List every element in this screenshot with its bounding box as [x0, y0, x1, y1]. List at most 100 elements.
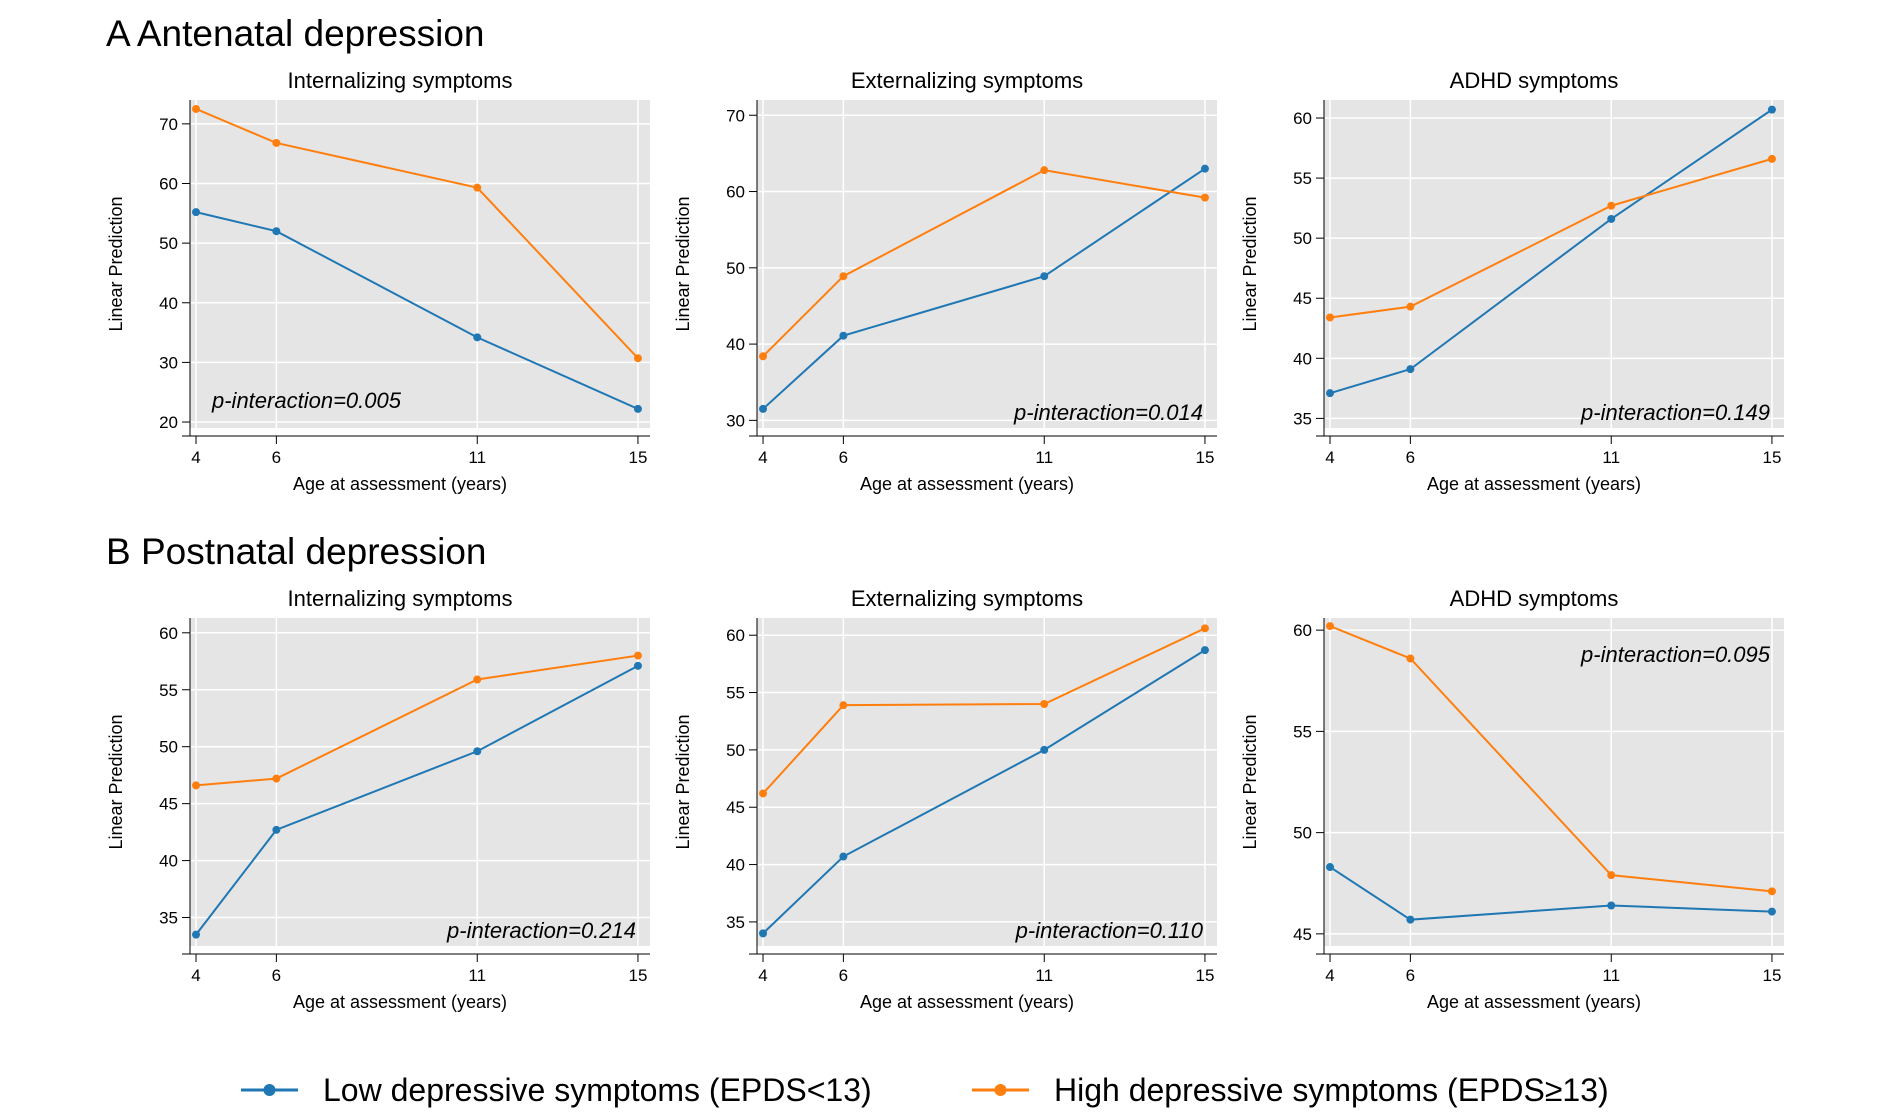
- x-tick-label: 6: [839, 966, 848, 985]
- x-tick-label: 11: [1602, 448, 1620, 467]
- y-tick-label: 40: [1293, 349, 1312, 368]
- data-point-high: [1607, 201, 1616, 210]
- series-line-low: [762, 649, 1206, 935]
- legend-label-high: High depressive symptoms (EPDS≥13): [1054, 1072, 1609, 1108]
- series-line-high: [195, 108, 639, 359]
- section-title-a: A Antenatal depression: [106, 13, 485, 54]
- x-axis-label: Age at assessment (years): [1427, 992, 1641, 1012]
- y-tick-label: 55: [726, 684, 745, 703]
- y-tick-label: 50: [159, 234, 178, 253]
- series-line-low: [762, 167, 1206, 410]
- x-tick-label: 4: [1325, 966, 1334, 985]
- data-point-low: [1040, 745, 1049, 754]
- y-tick-label: 30: [159, 353, 178, 372]
- subplot-title: Internalizing symptoms: [288, 586, 513, 611]
- x-tick-label: 4: [758, 966, 767, 985]
- data-point-high: [633, 651, 642, 660]
- y-axis-label: Linear Prediction: [1240, 196, 1260, 331]
- y-tick-label: 50: [726, 741, 745, 760]
- data-point-low: [473, 747, 482, 756]
- y-tick-label: 45: [1293, 289, 1312, 308]
- y-tick-label: 40: [159, 294, 178, 313]
- plot-area: [757, 618, 1217, 946]
- y-tick-label: 45: [1293, 925, 1312, 944]
- y-tick-label: 50: [726, 259, 745, 278]
- y-tick-label: 35: [159, 909, 178, 928]
- y-tick-label: 55: [1293, 169, 1312, 188]
- x-tick-label: 11: [1035, 448, 1053, 467]
- series-line-high: [762, 169, 1206, 358]
- y-tick-label: 30: [726, 411, 745, 430]
- y-tick-label: 60: [159, 624, 178, 643]
- subplot-title: Externalizing symptoms: [851, 586, 1083, 611]
- data-point-low: [1607, 214, 1616, 223]
- plot-area: [757, 100, 1217, 428]
- y-tick-label: 35: [726, 913, 745, 932]
- y-axis-label: Linear Prediction: [1240, 714, 1260, 849]
- data-point-low: [272, 227, 281, 236]
- section-title-b: B Postnatal depression: [106, 531, 487, 572]
- p-interaction-label: p-interaction=0.149: [1580, 400, 1770, 425]
- series-line-high: [762, 627, 1206, 795]
- data-point-low: [473, 333, 482, 342]
- data-point-high: [1326, 622, 1335, 631]
- y-tick-label: 40: [159, 852, 178, 871]
- data-point-low: [1406, 915, 1415, 924]
- subplot-title: ADHD symptoms: [1450, 586, 1619, 611]
- data-point-low: [192, 208, 201, 217]
- data-point-low: [1326, 863, 1335, 872]
- y-tick-label: 50: [159, 738, 178, 757]
- data-point-low: [272, 825, 281, 834]
- data-point-high: [473, 675, 482, 684]
- y-tick-label: 40: [726, 856, 745, 875]
- y-tick-label: 70: [159, 115, 178, 134]
- data-point-low: [839, 331, 848, 340]
- data-point-high: [272, 774, 281, 783]
- data-point-high: [1406, 302, 1415, 311]
- legend: Low depressive symptoms (EPDS<13) High d…: [241, 1072, 1609, 1108]
- series-line-high: [1329, 625, 1773, 893]
- y-axis-label: Linear Prediction: [106, 714, 126, 849]
- subplot-title: Externalizing symptoms: [851, 68, 1083, 93]
- x-tick-label: 15: [1762, 448, 1781, 467]
- p-interaction-label: p-interaction=0.214: [446, 918, 636, 943]
- data-point-high: [1040, 700, 1049, 709]
- p-interaction-label: p-interaction=0.014: [1013, 400, 1203, 425]
- y-tick-label: 50: [1293, 229, 1312, 248]
- plot-area: [1324, 618, 1784, 946]
- legend-marker-low: [263, 1084, 276, 1096]
- data-point-high: [192, 104, 201, 113]
- panel-antenatal-externalizing: 30 40 50 60 70 4 6 11 15 Externalizing symptoms Ag…: [673, 68, 1217, 494]
- x-tick-label: 11: [1602, 966, 1620, 985]
- x-tick-label: 15: [1762, 966, 1781, 985]
- y-tick-label: 70: [726, 106, 745, 125]
- x-tick-label: 15: [1195, 448, 1214, 467]
- data-point-low: [1326, 389, 1335, 398]
- x-tick-label: 6: [839, 448, 848, 467]
- y-tick-label: 55: [1293, 722, 1312, 741]
- x-tick-label: 4: [191, 448, 200, 467]
- series-line-high: [1329, 157, 1773, 319]
- series-line-low: [195, 664, 639, 936]
- plot-area: [190, 100, 650, 428]
- data-point-high: [192, 781, 201, 790]
- x-tick-label: 4: [758, 448, 767, 467]
- x-tick-label: 15: [1195, 966, 1214, 985]
- x-tick-label: 15: [628, 966, 647, 985]
- x-axis-label: Age at assessment (years): [293, 474, 507, 494]
- data-point-high: [1326, 313, 1335, 322]
- data-point-high: [1200, 193, 1209, 202]
- data-point-high: [839, 272, 848, 281]
- x-tick-label: 4: [1325, 448, 1334, 467]
- y-tick-label: 40: [726, 335, 745, 354]
- data-point-low: [1767, 907, 1776, 916]
- plot-area: [190, 618, 650, 946]
- data-point-low: [1200, 164, 1209, 173]
- y-tick-label: 60: [726, 183, 745, 202]
- y-axis-label: Linear Prediction: [673, 196, 693, 331]
- p-interaction-label: p-interaction=0.005: [211, 388, 402, 413]
- data-point-low: [1200, 646, 1209, 655]
- data-point-high: [1767, 154, 1776, 163]
- panel-antenatal-adhd: 35 40 45 50 55 60 4 6 11 15 ADHD symptoms Age at as…: [1240, 68, 1784, 494]
